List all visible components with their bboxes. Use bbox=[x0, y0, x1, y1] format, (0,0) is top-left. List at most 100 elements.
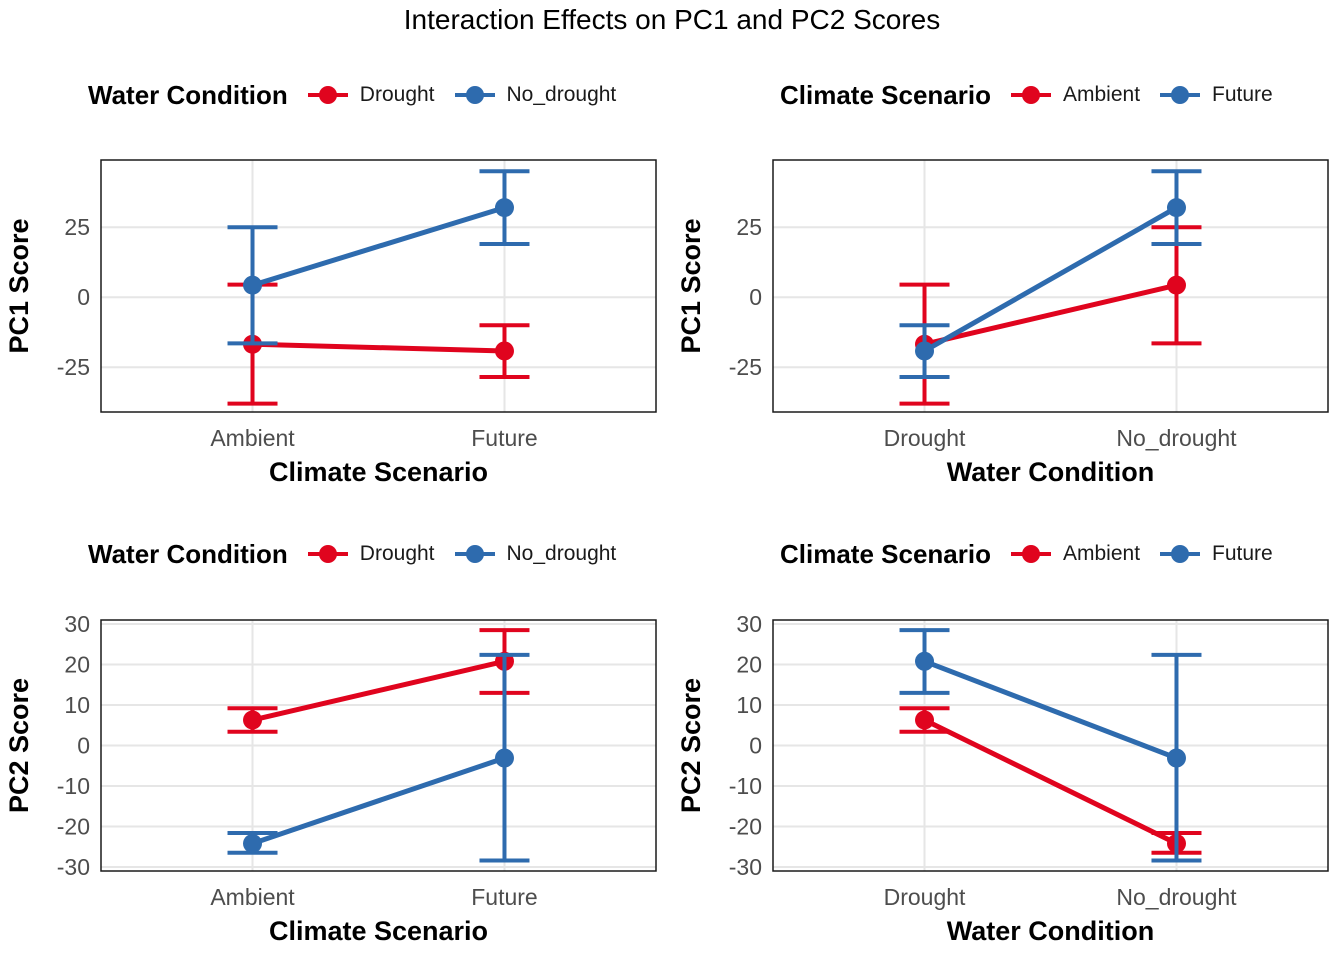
legend-title: Water Condition bbox=[88, 538, 288, 569]
series-line bbox=[251, 755, 506, 846]
legend-title: Climate Scenario bbox=[780, 79, 991, 110]
y-tick-label: 20 bbox=[736, 652, 762, 678]
series-line bbox=[251, 205, 506, 288]
data-point bbox=[243, 275, 263, 295]
legend-title: Climate Scenario bbox=[780, 538, 991, 569]
y-axis-label: PC2 Score bbox=[4, 678, 34, 813]
x-tick-label: Drought bbox=[884, 884, 966, 910]
data-point bbox=[915, 710, 935, 730]
data-point bbox=[1166, 275, 1186, 295]
legend-panel-1: Water Condition Drought No_drought bbox=[88, 80, 616, 110]
panel-border bbox=[100, 159, 657, 413]
panel-2: -25 0 25 Drought No_drought Water Condition PC… bbox=[676, 159, 1329, 487]
y-tick-label: -10 bbox=[57, 773, 90, 799]
series-future bbox=[899, 628, 1202, 863]
y-axis-label: PC1 Score bbox=[4, 218, 34, 353]
y-tick-label: 30 bbox=[64, 611, 90, 637]
data-point bbox=[1166, 198, 1186, 218]
y-tick-label: 10 bbox=[736, 692, 762, 718]
panel-border bbox=[100, 619, 657, 872]
legend-item-future: Future bbox=[1160, 542, 1273, 566]
y-tick-label: 0 bbox=[77, 284, 90, 310]
data-point bbox=[243, 833, 263, 853]
y-axis-label: PC1 Score bbox=[676, 218, 706, 353]
y-tick-label: -30 bbox=[57, 854, 90, 880]
series-ambient bbox=[899, 706, 1202, 855]
legend-item-drought: Drought bbox=[307, 83, 435, 107]
legend-label-drought: Drought bbox=[359, 83, 435, 106]
y-tick-label: -25 bbox=[57, 354, 90, 380]
legend-item-ambient: Ambient bbox=[1010, 83, 1141, 107]
y-tick-label: -10 bbox=[729, 773, 762, 799]
series-drought bbox=[227, 628, 530, 734]
legend-item-ambient: Ambient bbox=[1010, 542, 1141, 566]
data-point bbox=[243, 710, 263, 730]
legend-label-ambient: Ambient bbox=[1062, 542, 1141, 565]
series-future bbox=[899, 169, 1202, 379]
x-tick-label: Ambient bbox=[210, 884, 295, 910]
y-tick-label: 25 bbox=[64, 214, 90, 240]
series-no-drought bbox=[227, 169, 530, 346]
panel-border bbox=[772, 159, 1329, 413]
x-tick-label: Future bbox=[471, 884, 537, 910]
data-point bbox=[915, 651, 935, 671]
y-tick-label: 0 bbox=[749, 284, 762, 310]
x-tick-label: Drought bbox=[884, 425, 966, 451]
data-point bbox=[494, 341, 514, 361]
y-tick-label: -20 bbox=[57, 813, 90, 839]
legend-key-ambient bbox=[1010, 545, 1051, 563]
legend-key-no-drought bbox=[454, 86, 495, 104]
y-tick-label: 0 bbox=[77, 733, 90, 759]
y-tick-label: 10 bbox=[64, 692, 90, 718]
series-line bbox=[923, 658, 1178, 761]
x-tick-label: No_drought bbox=[1116, 425, 1237, 451]
legend-label-no-drought: No_drought bbox=[506, 83, 617, 106]
y-tick-label: 25 bbox=[736, 214, 762, 240]
x-tick-label: Ambient bbox=[210, 425, 295, 451]
y-tick-label: -20 bbox=[729, 813, 762, 839]
legend-panel-3: Water Condition Drought No_drought bbox=[88, 539, 616, 569]
legend-label-no-drought: No_drought bbox=[506, 542, 617, 565]
series-line bbox=[251, 658, 506, 723]
legend-label-future: Future bbox=[1212, 83, 1273, 106]
panel-1: -25 0 25 Ambient Future Climate Scenario PC1 S… bbox=[4, 159, 657, 487]
data-point bbox=[494, 748, 514, 768]
legend-key-future bbox=[1160, 545, 1201, 563]
panel-3: -30 -20 -10 0 10 20 30 Ambient Future Climate Sce… bbox=[4, 611, 657, 946]
legend-title: Water Condition bbox=[88, 79, 288, 110]
series-line bbox=[923, 205, 1178, 354]
y-axis-label: PC2 Score bbox=[676, 678, 706, 813]
series-no-drought bbox=[227, 652, 530, 863]
x-axis-label: Climate Scenario bbox=[269, 916, 488, 946]
legend-key-no-drought bbox=[454, 545, 495, 563]
legend-key-future bbox=[1160, 86, 1201, 104]
legend-label-future: Future bbox=[1212, 542, 1273, 565]
x-axis-label: Climate Scenario bbox=[269, 457, 488, 487]
legend-item-future: Future bbox=[1160, 83, 1273, 107]
legend-item-no-drought: No_drought bbox=[454, 542, 617, 566]
y-tick-label: 30 bbox=[736, 611, 762, 637]
data-point bbox=[1166, 748, 1186, 768]
panel-border bbox=[772, 619, 1329, 872]
legend-key-drought bbox=[307, 545, 348, 563]
legend-key-drought bbox=[307, 86, 348, 104]
legend-label-ambient: Ambient bbox=[1062, 83, 1141, 106]
x-tick-label: No_drought bbox=[1116, 884, 1237, 910]
y-tick-label: 0 bbox=[749, 733, 762, 759]
y-tick-label: -30 bbox=[729, 854, 762, 880]
series-line bbox=[252, 341, 505, 354]
x-axis-label: Water Condition bbox=[947, 457, 1154, 487]
legend-panel-2: Climate Scenario Ambient Future bbox=[780, 80, 1273, 110]
chart-title: Interaction Effects on PC1 and PC2 Score… bbox=[403, 4, 941, 35]
legend-item-drought: Drought bbox=[307, 542, 435, 566]
y-tick-label: -25 bbox=[729, 354, 762, 380]
x-tick-label: Future bbox=[471, 425, 537, 451]
legend-key-ambient bbox=[1010, 86, 1051, 104]
legend-item-no-drought: No_drought bbox=[454, 83, 617, 107]
series-line bbox=[923, 282, 1178, 347]
legend-panel-4: Climate Scenario Ambient Future bbox=[780, 539, 1273, 569]
data-point bbox=[494, 198, 514, 218]
series-line bbox=[923, 717, 1178, 846]
